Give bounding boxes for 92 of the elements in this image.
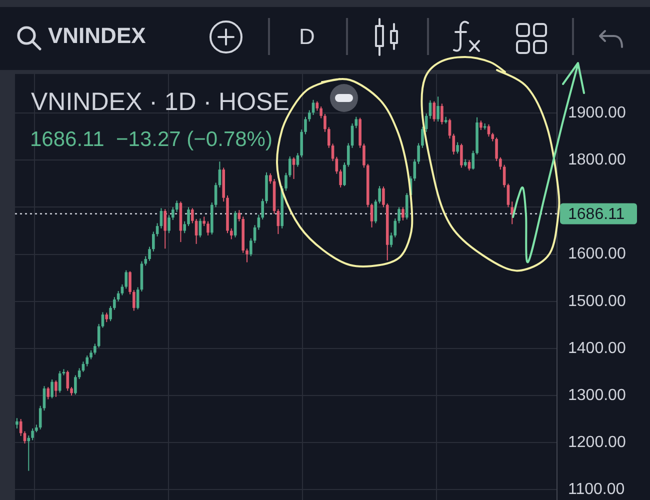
candlestick — [128, 270, 132, 295]
candlestick — [495, 137, 498, 162]
candlestick — [50, 378, 54, 399]
candlestick — [38, 405, 42, 430]
candlestick — [362, 143, 366, 168]
candlestick — [405, 192, 408, 220]
candlestick — [74, 374, 77, 396]
candlestick — [460, 143, 463, 168]
candlestick — [506, 183, 510, 208]
candlestick — [402, 206, 404, 221]
candlestick — [432, 100, 436, 122]
candlestick — [109, 306, 112, 322]
candlestick — [54, 380, 58, 398]
candlestick — [187, 206, 190, 227]
candlestick — [230, 228, 233, 240]
candlestick — [46, 386, 50, 400]
candlestick — [354, 116, 358, 129]
candlestick — [398, 206, 400, 224]
candlestick — [324, 114, 326, 132]
candlestick — [456, 142, 459, 154]
candlestick — [316, 100, 319, 112]
candlestick — [105, 312, 108, 323]
candlestick — [214, 182, 218, 208]
candlestick — [31, 428, 34, 441]
candlestick — [382, 186, 385, 208]
candlestick — [164, 208, 167, 250]
candlestick — [124, 270, 128, 290]
candlestick — [16, 418, 18, 429]
candlestick — [472, 150, 475, 170]
y-tick-label: 1800.00 — [568, 152, 626, 169]
candlestick — [436, 96, 440, 122]
candlestick — [148, 246, 151, 262]
candlestick — [268, 172, 272, 184]
candlestick — [440, 103, 444, 125]
y-tick-label: 1900.00 — [568, 104, 626, 122]
candlestick — [191, 208, 194, 224]
candlestick — [288, 156, 292, 178]
text: D — [299, 24, 315, 50]
y-tick-label: 1600.00 — [568, 246, 626, 263]
candlestick — [152, 231, 155, 252]
candlestick — [312, 99, 315, 116]
candlestick — [246, 248, 248, 263]
candlestick — [94, 343, 96, 356]
candlestick — [480, 120, 482, 131]
candlestick — [339, 169, 342, 188]
candlestick — [335, 156, 338, 174]
candlestick — [136, 286, 140, 310]
candlestick — [390, 232, 393, 248]
candlestick — [452, 133, 456, 155]
candlestick — [300, 129, 303, 158]
candlestick — [86, 354, 89, 367]
candlestick — [421, 126, 424, 148]
candlestick — [502, 164, 506, 188]
candlestick — [183, 220, 186, 234]
ref-line-label: 1686.11 — [568, 206, 625, 224]
candlestick — [168, 214, 170, 234]
candlestick — [172, 206, 174, 220]
y-tick-label: 1200.00 — [568, 434, 626, 451]
candlestick — [320, 106, 322, 119]
candlestick — [257, 214, 260, 230]
candlestick — [66, 370, 70, 392]
candlestick — [202, 216, 206, 227]
candlestick — [378, 186, 381, 204]
candlestick — [261, 198, 264, 220]
candlestick — [308, 110, 311, 122]
candlestick — [374, 199, 378, 224]
candlestick — [206, 220, 210, 236]
candlestick — [27, 435, 30, 472]
candlestick — [132, 290, 136, 312]
candlestick — [101, 312, 104, 328]
candlestick — [144, 256, 148, 266]
candlestick — [296, 152, 300, 168]
text: VNINDEX · 1D · HOSE — [31, 87, 290, 117]
candlestick — [346, 142, 350, 168]
candlestick — [304, 116, 307, 135]
candlestick — [487, 124, 490, 138]
y-tick-label: 1100.00 — [568, 481, 625, 498]
candlestick — [499, 156, 502, 170]
candlestick — [510, 201, 514, 225]
candlestick — [343, 162, 346, 187]
candlestick — [249, 238, 252, 257]
candlestick — [113, 296, 116, 310]
text: 1686.11 −13.27 (−0.78%) — [30, 127, 272, 153]
candlestick — [327, 126, 330, 148]
candlestick — [292, 156, 296, 180]
y-tick-label: 1500.00 — [568, 292, 626, 310]
candlestick — [417, 142, 420, 164]
candlestick — [413, 158, 416, 182]
y-tick-label: 1400.00 — [568, 340, 626, 357]
y-tick-label: 1300.00 — [568, 386, 626, 404]
text: VNINDEX — [48, 23, 146, 49]
candlestick — [284, 172, 288, 192]
